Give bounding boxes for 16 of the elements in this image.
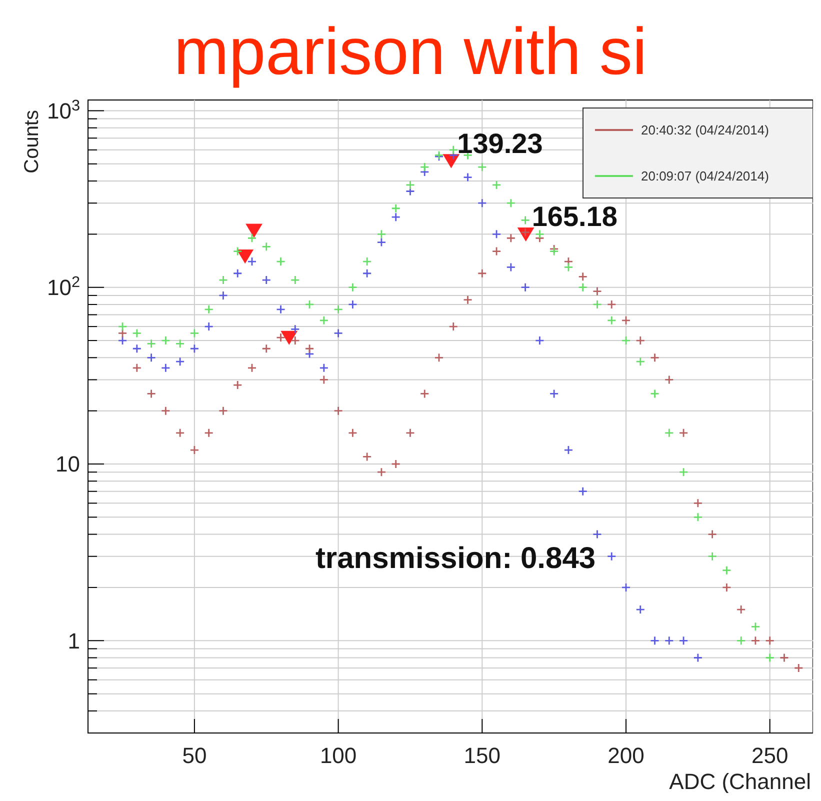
annotation: 139.23 xyxy=(457,128,543,159)
x-tick-label: 150 xyxy=(464,743,501,768)
y-tick-label: 10$^{2}$ xyxy=(46,274,80,300)
annotation: 165.18 xyxy=(532,201,618,232)
y-tick-label: 1 xyxy=(68,628,80,654)
x-tick-label: 100 xyxy=(320,743,357,768)
legend-label: 20:40:32 (04/24/2014) xyxy=(641,122,769,138)
chart-title: mparison with si xyxy=(174,14,648,88)
y-axis-title: Counts xyxy=(21,110,43,174)
x-tick-label: 50 xyxy=(182,743,207,768)
y-tick-label: 10 xyxy=(56,452,80,477)
y-tick-label: 10$^{3}$ xyxy=(46,96,80,124)
legend-label: 20:09:07 (04/24/2014) xyxy=(641,168,769,184)
annotation: transmission: 0.843 xyxy=(315,542,596,575)
x-tick-label: 250 xyxy=(751,743,788,768)
x-tick-label: 200 xyxy=(608,743,644,768)
